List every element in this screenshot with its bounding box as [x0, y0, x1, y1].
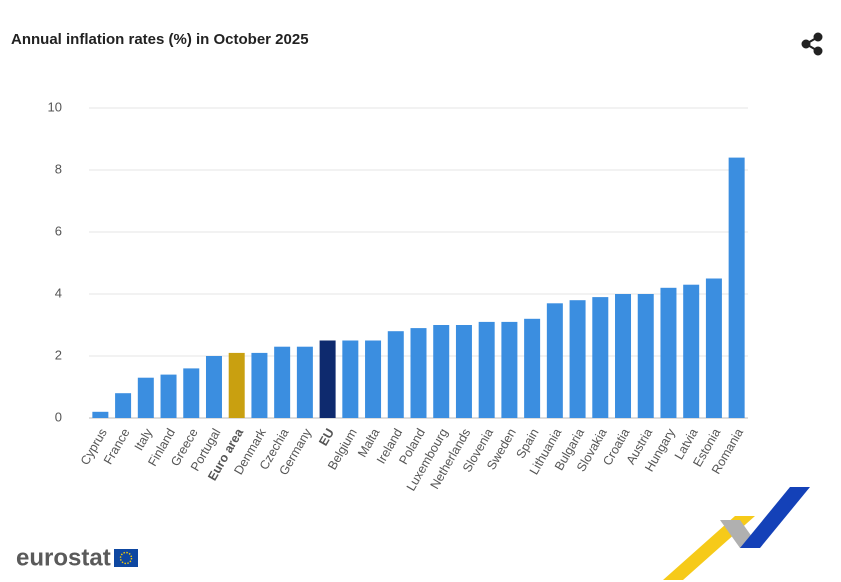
bar [183, 368, 200, 418]
bar [524, 318, 541, 418]
y-tick-label: 4 [55, 285, 62, 300]
bar [683, 284, 700, 418]
bar [160, 374, 177, 418]
bar [615, 294, 632, 418]
bar [251, 352, 268, 418]
eu-stars [119, 551, 133, 565]
bar [455, 325, 472, 418]
bar [387, 331, 404, 418]
bar [137, 377, 154, 418]
bar [433, 325, 450, 418]
y-tick-label: 8 [55, 161, 62, 176]
bar [410, 328, 427, 418]
bar [205, 356, 222, 418]
decoration [663, 487, 810, 580]
bar [296, 346, 313, 418]
share-icon[interactable] [801, 32, 823, 56]
bar [705, 278, 722, 418]
bar [569, 300, 586, 418]
bar [501, 321, 518, 418]
bar [228, 352, 245, 418]
bar [365, 340, 382, 418]
bar [342, 340, 359, 418]
x-tick-label: EU [316, 426, 337, 448]
bar [728, 157, 745, 418]
chart-title: Annual inflation rates (%) in October 20… [11, 31, 309, 48]
bar [660, 287, 677, 418]
y-tick-label: 0 [55, 409, 62, 424]
bar [546, 303, 563, 418]
bar [274, 346, 291, 418]
eu-flag [114, 549, 138, 567]
y-tick-label: 10 [48, 99, 62, 114]
bar [637, 294, 654, 418]
bar [319, 340, 336, 418]
bar [115, 393, 132, 418]
bar [478, 321, 495, 418]
bar [592, 297, 609, 418]
logo-text: eurostat [16, 544, 111, 571]
y-tick-label: 2 [55, 347, 62, 362]
bar [92, 411, 109, 418]
y-tick-label: 6 [55, 223, 62, 238]
